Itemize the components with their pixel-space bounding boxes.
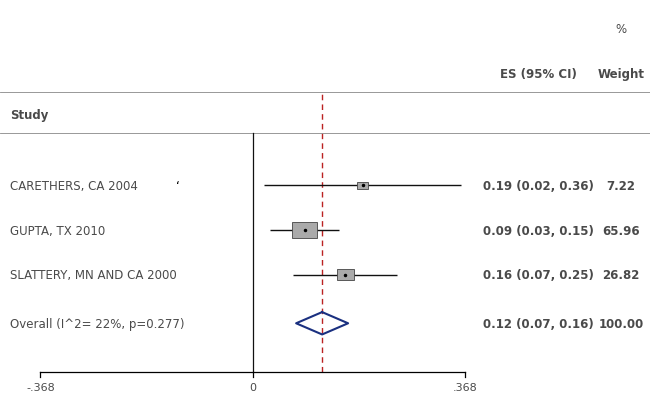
Text: 7.22: 7.22 <box>606 180 636 192</box>
Bar <box>337 270 354 281</box>
Text: Weight: Weight <box>597 68 645 81</box>
Text: Study: Study <box>10 109 49 122</box>
Text: 0.12 (0.07, 0.16): 0.12 (0.07, 0.16) <box>483 317 594 330</box>
Text: Overall (I^2= 22%, p=0.277): Overall (I^2= 22%, p=0.277) <box>10 317 185 330</box>
Text: SLATTERY, MN AND CA 2000: SLATTERY, MN AND CA 2000 <box>10 269 177 282</box>
Text: GUPTA, TX 2010: GUPTA, TX 2010 <box>10 224 106 237</box>
Bar <box>292 222 317 239</box>
Text: 0.09 (0.03, 0.15): 0.09 (0.03, 0.15) <box>483 224 594 237</box>
Text: ES (95% CI): ES (95% CI) <box>500 68 577 81</box>
Text: 0.16 (0.07, 0.25): 0.16 (0.07, 0.25) <box>483 269 594 282</box>
Text: CARETHERS, CA 2004: CARETHERS, CA 2004 <box>10 180 138 192</box>
Text: %: % <box>616 23 627 36</box>
Text: 0.19 (0.02, 0.36): 0.19 (0.02, 0.36) <box>483 180 594 192</box>
Text: 0: 0 <box>250 382 256 392</box>
Text: -.368: -.368 <box>26 382 55 392</box>
Text: 65.96: 65.96 <box>603 224 640 237</box>
Text: 26.82: 26.82 <box>603 269 640 282</box>
Text: .368: .368 <box>453 382 478 392</box>
Text: 100.00: 100.00 <box>599 317 644 330</box>
Bar <box>357 182 369 190</box>
Text: ‘: ‘ <box>176 180 180 192</box>
